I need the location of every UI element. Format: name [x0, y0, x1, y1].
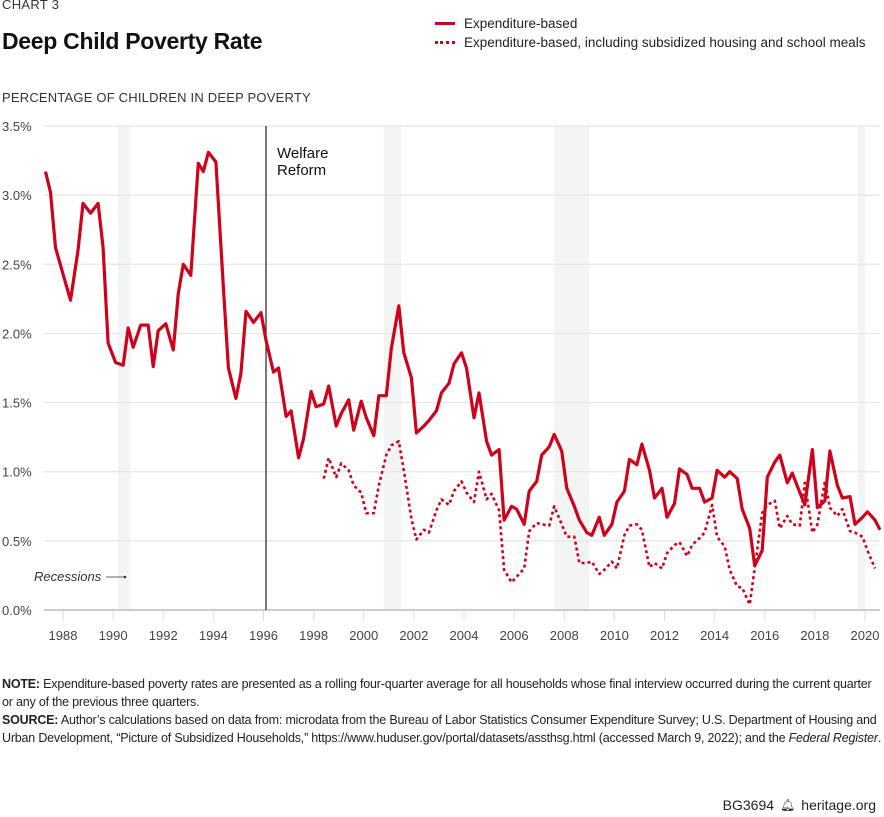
report-code: BG3694 — [722, 797, 775, 813]
recession-bands — [118, 126, 865, 610]
note: NOTE: Expenditure-based poverty rates ar… — [2, 675, 882, 711]
series-lines — [43, 150, 882, 606]
x-tick-label: 1990 — [99, 628, 128, 643]
x-tick-label: 1992 — [149, 628, 178, 643]
x-tick-label: 2016 — [750, 628, 779, 643]
x-tick-label: 2010 — [600, 628, 629, 643]
legend-label: Expenditure-based — [464, 16, 578, 31]
chart-title: Deep Child Poverty Rate — [2, 28, 263, 54]
source-label: SOURCE: — [2, 713, 59, 727]
x-tick-label: 2006 — [500, 628, 529, 643]
y-tick-label: 1.0% — [2, 465, 32, 480]
recessions-label: Recessions — [34, 569, 102, 584]
footer: BG3694 🔔︎ heritage.org — [723, 797, 876, 813]
x-tick-label: 2020 — [851, 628, 880, 643]
x-tick-label: 2018 — [800, 628, 829, 643]
y-tick-label: 1.5% — [2, 396, 32, 411]
x-tick-label: 1998 — [299, 628, 328, 643]
y-tick-label: 0.5% — [2, 534, 32, 549]
source-text: Author’s calculations based on data from… — [2, 713, 877, 745]
y-tick-label: 3.0% — [2, 188, 32, 203]
x-tick-label: 1996 — [249, 628, 278, 643]
notes: NOTE: Expenditure-based poverty rates ar… — [2, 675, 882, 747]
recession-band — [118, 126, 131, 610]
x-axis: 1988 1990 1992 1994 1996 1998 2000 2002 2004 2006… — [44, 609, 880, 643]
site-link[interactable]: heritage.org — [801, 797, 876, 813]
x-tick-label: 2012 — [650, 628, 679, 643]
x-tick-label: 1988 — [49, 628, 78, 643]
source-italic: Federal Register — [788, 731, 878, 745]
x-tick-label: 2014 — [700, 628, 729, 643]
y-tick-label: 2.0% — [2, 326, 32, 341]
welfare-reform-label: Welfare — [277, 145, 328, 162]
x-tick-label: 2002 — [399, 628, 428, 643]
legend-label: Expenditure-based, including subsidized … — [464, 35, 866, 50]
source-end: . — [877, 731, 882, 745]
recession-band — [554, 126, 590, 610]
source: SOURCE: Author’s calculations based on d… — [2, 711, 882, 747]
x-tick-label: 2000 — [349, 628, 378, 643]
y-axis-title: PERCENTAGE OF CHILDREN IN DEEP POVERTY — [2, 90, 311, 105]
recession-band — [857, 126, 865, 610]
welfare-reform-label: Reform — [277, 162, 326, 179]
chart-plot: 0.0% 0.5% 1.0% 1.5% 2.0% 2.5% 3.0% 3.5% 1988 199… — [2, 119, 882, 643]
legend: Expenditure-based Expenditure-based, inc… — [435, 14, 866, 52]
legend-item-solid: Expenditure-based — [435, 14, 866, 33]
y-tick-label: 3.5% — [2, 119, 32, 134]
note-text: Expenditure-based poverty rates are pres… — [2, 677, 872, 709]
x-tick-label: 1994 — [199, 628, 228, 643]
note-label: NOTE: — [2, 677, 40, 691]
y-tick-label: 2.5% — [2, 257, 32, 272]
recession-band — [383, 126, 402, 610]
recessions-arrow-head — [123, 575, 127, 579]
legend-item-dotted: Expenditure-based, including subsidized … — [435, 33, 866, 52]
y-tick-label: 0.0% — [2, 603, 32, 618]
y-axis-ticks: 0.0% 0.5% 1.0% 1.5% 2.0% 2.5% 3.0% 3.5% — [2, 119, 32, 618]
x-tick-label: 2008 — [550, 628, 579, 643]
legend-solid-line-icon — [435, 22, 455, 25]
chart-kicker: CHART 3 — [2, 0, 60, 12]
legend-dotted-line-icon — [435, 41, 455, 44]
series-expenditure-based — [43, 150, 882, 568]
liberty-bell-icon: 🔔︎ — [780, 798, 796, 812]
x-tick-label: 2004 — [450, 628, 479, 643]
